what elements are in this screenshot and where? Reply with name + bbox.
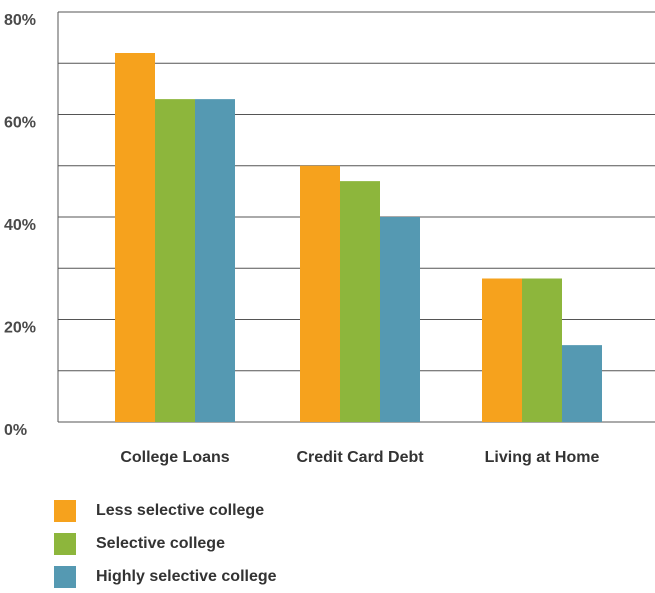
bar xyxy=(380,217,420,422)
y-tick-label: 80% xyxy=(4,12,36,29)
legend-item-less-selective: Less selective college xyxy=(54,494,277,527)
legend: Less selective college Selective college… xyxy=(54,494,277,593)
bar xyxy=(482,278,522,422)
bar xyxy=(522,278,562,422)
bar xyxy=(340,181,380,422)
x-category-label: Living at Home xyxy=(485,449,600,466)
legend-item-selective: Selective college xyxy=(54,527,277,560)
legend-swatch-less-selective xyxy=(54,499,76,522)
legend-swatch-highly-selective xyxy=(54,565,76,588)
x-axis-category-labels: College Loans Credit Card Debt Living at H… xyxy=(120,449,599,466)
bar xyxy=(115,53,155,422)
legend-label-less-selective: Less selective college xyxy=(96,501,265,519)
legend-label-highly-selective: Highly selective college xyxy=(96,567,277,585)
x-category-label: College Loans xyxy=(120,449,229,466)
bar xyxy=(300,165,340,422)
y-tick-label: 40% xyxy=(4,217,36,234)
y-tick-label: 0% xyxy=(4,422,27,439)
x-category-label: Credit Card Debt xyxy=(296,449,424,466)
bars xyxy=(115,53,602,422)
y-tick-label: 60% xyxy=(4,115,36,132)
legend-label-selective: Selective college xyxy=(96,534,225,552)
bar xyxy=(562,345,602,422)
bar-chart: 0% 20% 40% 60% 80% College Loans Credit Card … xyxy=(4,11,655,466)
legend-item-highly-selective: Highly selective college xyxy=(54,560,277,593)
legend-swatch-selective xyxy=(54,532,76,555)
y-axis-tick-labels: 0% 20% 40% 60% 80% xyxy=(4,12,36,439)
y-tick-label: 20% xyxy=(4,320,36,337)
bar xyxy=(195,99,235,422)
bar xyxy=(155,99,195,422)
